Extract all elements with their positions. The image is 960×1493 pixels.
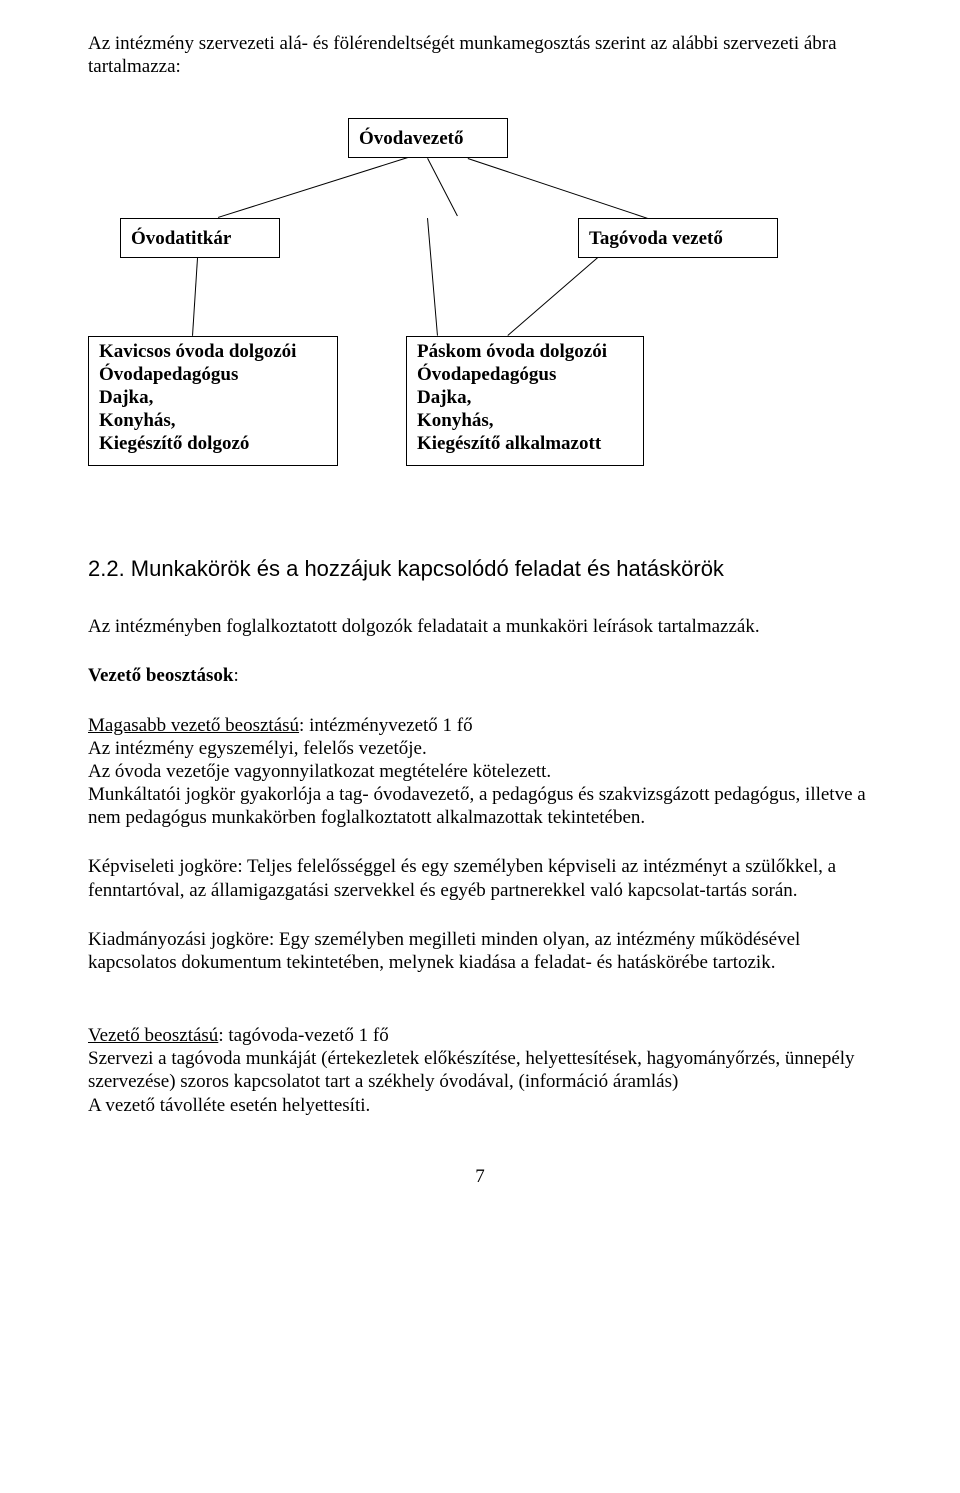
section-heading: 2.2. Munkakörök és a hozzájuk kapcsolódó… [88, 556, 872, 583]
suffix: : intézményvezető 1 fő [299, 715, 473, 736]
org-node-root: Óvodavezető [348, 118, 508, 158]
paragraph: Az óvoda vezetője vagyonnyilatkozat megt… [88, 760, 872, 783]
org-node-n1: Óvodatitkár [120, 218, 280, 258]
org-node-n4: Páskom óvoda dolgozóiÓvodapedagógusDajka… [406, 336, 644, 466]
label-underline: Magasabb vezető beosztású [88, 715, 299, 736]
org-edge-2 [427, 158, 458, 216]
org-node-lines: Kavicsos óvoda dolgozóiÓvodapedagógusDaj… [99, 341, 296, 455]
org-node-label: Tagóvoda vezető [589, 227, 723, 250]
paragraph: szervezése) szoros kapcsolatot tart a sz… [88, 1070, 872, 1093]
heading-vezeto-beosztasok: Vezető beosztások: [88, 664, 872, 687]
org-node-label: Óvodatitkár [131, 227, 231, 250]
org-edge-4 [507, 258, 598, 337]
org-edge-0 [218, 157, 408, 218]
org-edge-1 [468, 158, 648, 219]
paragraph: Kiadmányozási jogköre: Egy személyben me… [88, 928, 872, 974]
org-node-lines: Páskom óvoda dolgozóiÓvodapedagógusDajka… [417, 341, 607, 455]
org-node-label: Óvodavezető [359, 127, 463, 150]
org-chart: Óvodavezető Óvodatitkár Tagóvoda vezető Kav… [88, 116, 872, 526]
paragraph: Vezető beosztású: tagóvoda-vezető 1 fő [88, 1024, 872, 1047]
suffix: : tagóvoda-vezető 1 fő [218, 1025, 388, 1046]
colon: : [233, 665, 238, 686]
intro-paragraph: Az intézmény szervezeti alá- és fölérend… [88, 32, 872, 78]
paragraph: Az intézmény egyszemélyi, felelős vezető… [88, 737, 872, 760]
org-node-n3: Kavicsos óvoda dolgozóiÓvodapedagógusDaj… [88, 336, 338, 466]
org-edge-5 [427, 218, 438, 336]
label-underline: Vezető beosztású [88, 1025, 218, 1046]
paragraph: Szervezi a tagóvoda munkáját (értekezlet… [88, 1047, 872, 1070]
org-edge-3 [192, 258, 198, 336]
paragraph: Az intézményben foglalkoztatott dolgozók… [88, 615, 872, 638]
paragraph: Képviseleti jogköre: Teljes felelősségge… [88, 855, 872, 901]
org-node-n2: Tagóvoda vezető [578, 218, 778, 258]
paragraph: A vezető távolléte esetén helyettesíti. [88, 1094, 872, 1117]
page-number: 7 [88, 1165, 872, 1188]
paragraph: Munkáltatói jogkör gyakorlója a tag- óvo… [88, 783, 872, 829]
label: Vezető beosztások [88, 665, 233, 686]
paragraph: Magasabb vezető beosztású: intézményveze… [88, 714, 872, 737]
